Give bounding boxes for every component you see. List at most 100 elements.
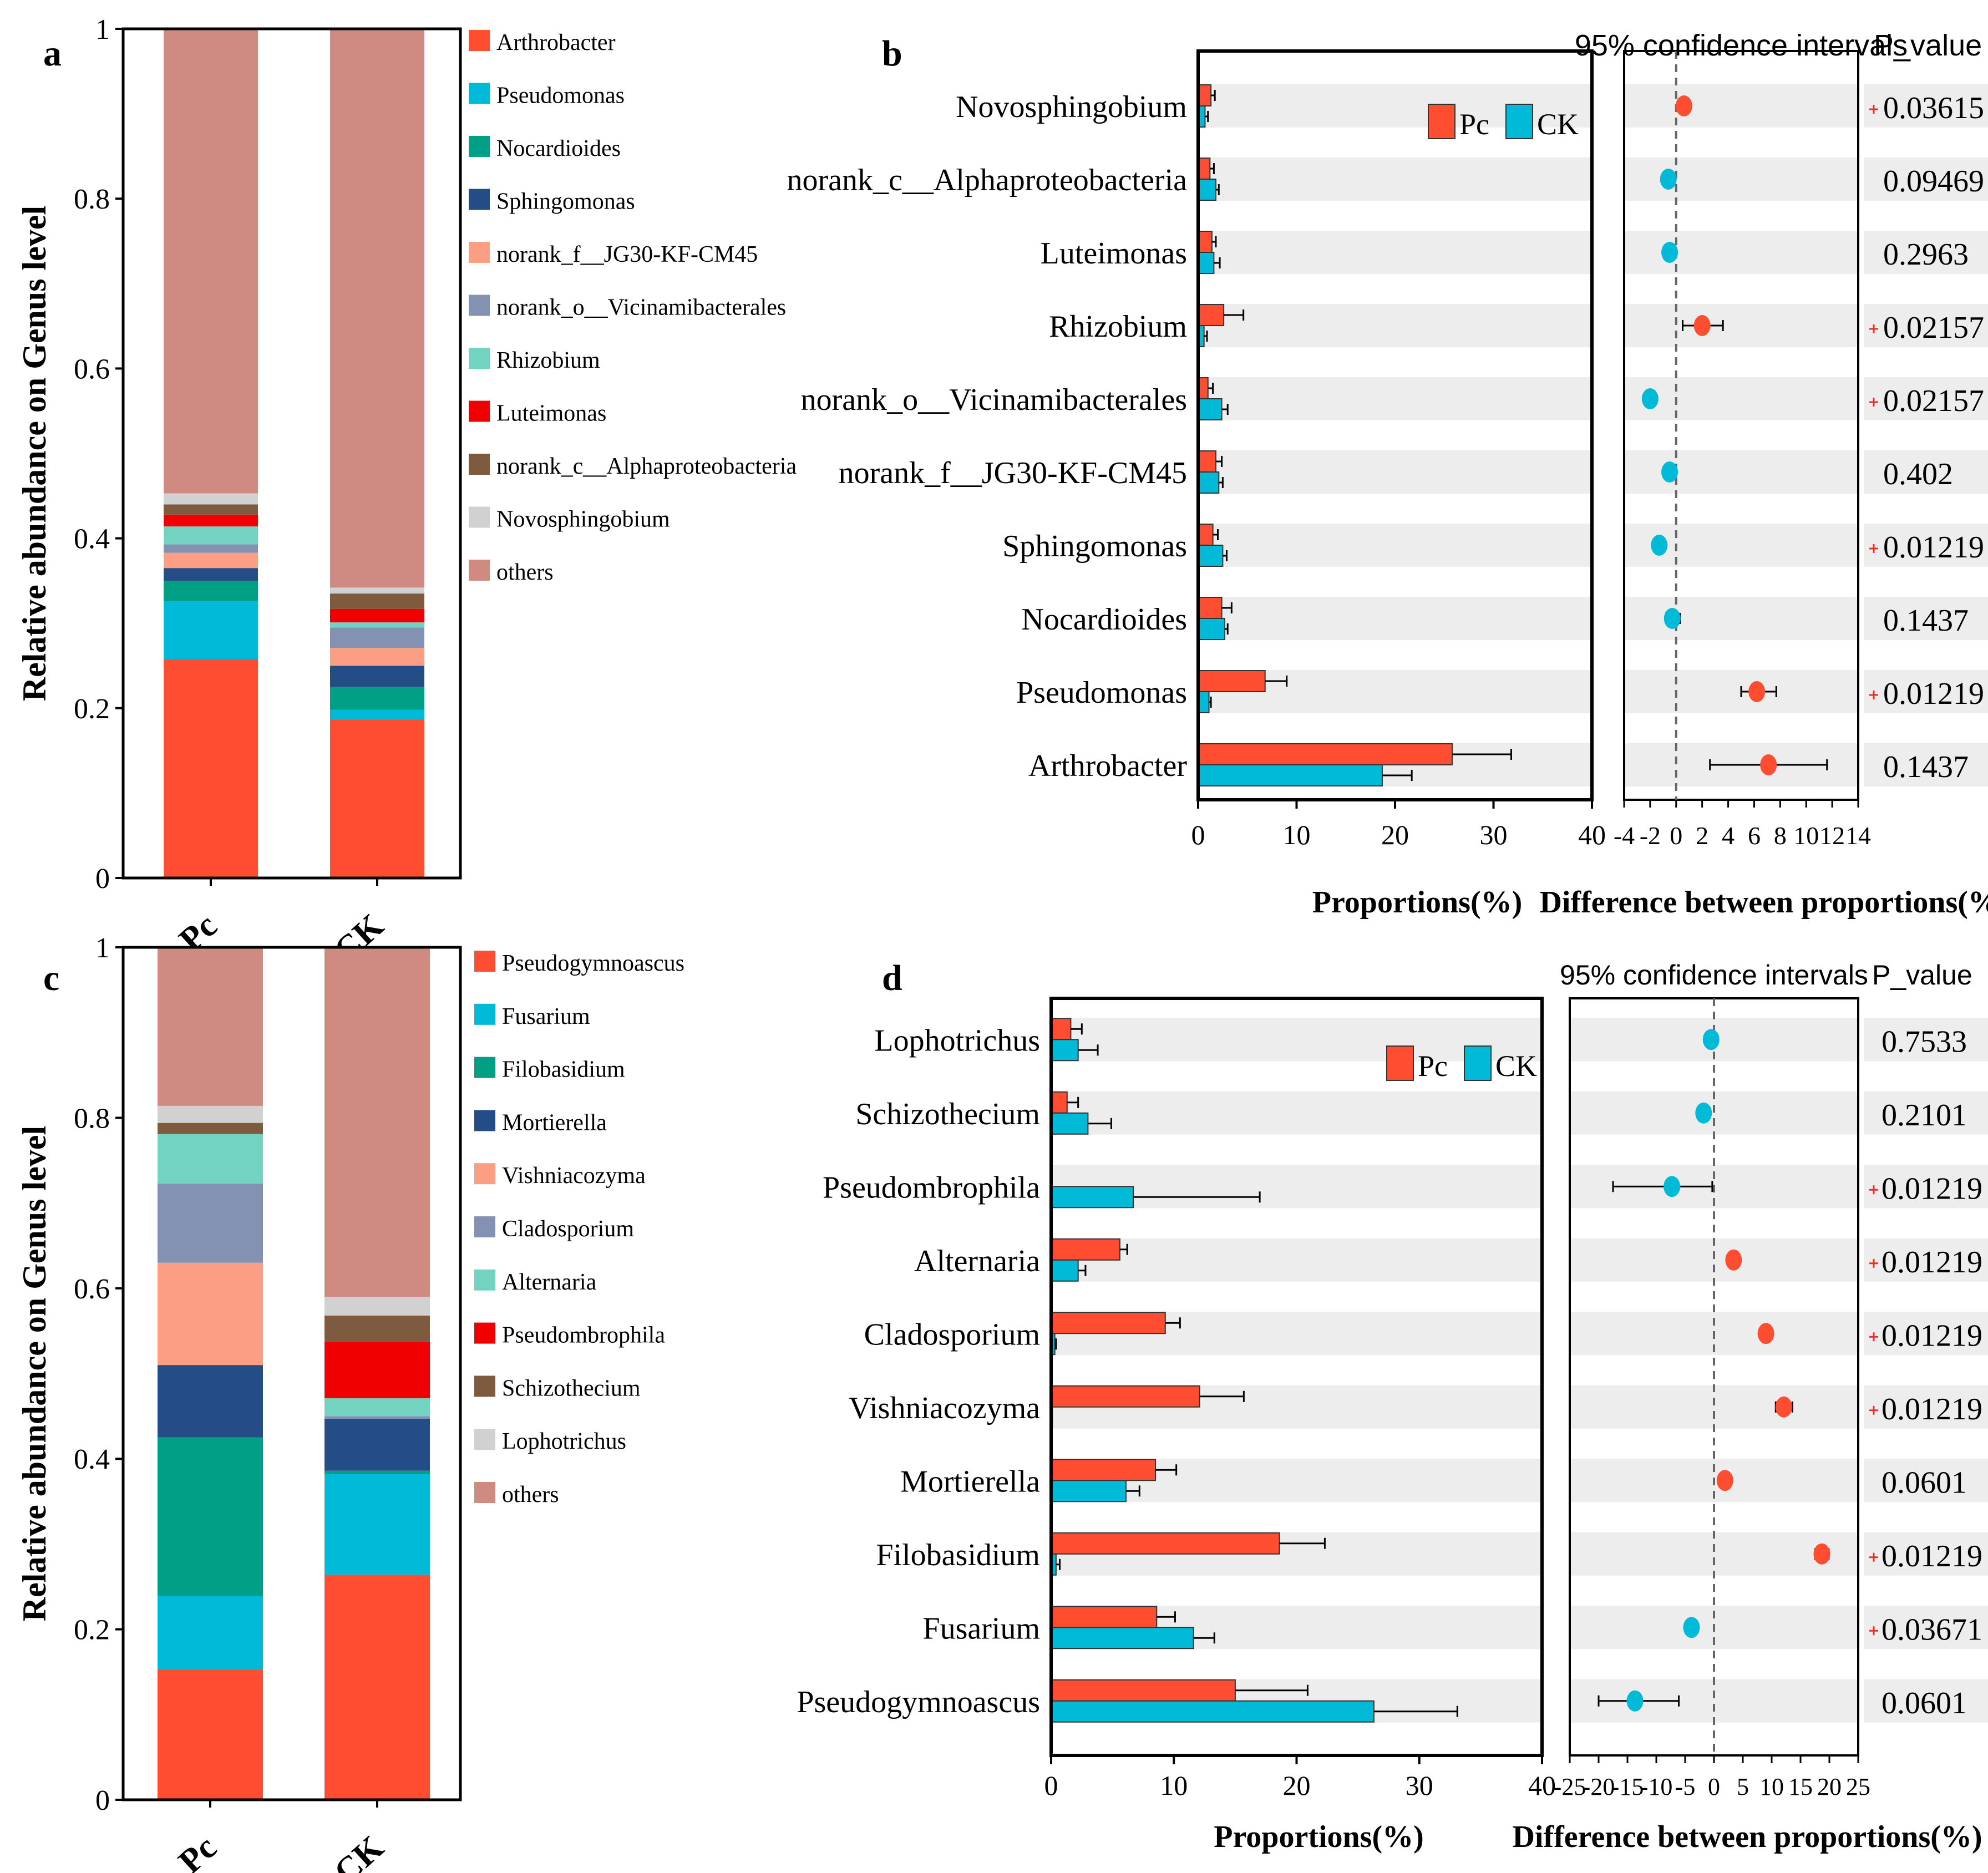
legend-label-sphingomonas: Sphingomonas: [496, 189, 635, 215]
y-tick-label: 0.4: [74, 1444, 110, 1475]
ci-point-pseudomonas: [1748, 681, 1766, 702]
ci-x-axis-label: Difference between proportions(%): [1539, 885, 1988, 920]
ci-point-norank-f-jg30-kf-cm45: [1661, 461, 1678, 483]
y-axis-label: Relative abundance on Genus level: [16, 206, 53, 701]
legend-swatch-norank-c-alphaproteobacteria: [469, 454, 490, 475]
y-tick-label: 0.8: [74, 184, 110, 215]
pvalue-row-band: [1864, 304, 1988, 347]
stacked-segment-pc-cladosporium: [158, 1183, 263, 1263]
category-label-alternaria: Alternaria: [914, 1244, 1040, 1278]
stacked-segment-ck-norank-c-alphaproteobacteria: [330, 593, 424, 609]
stacked-segment-pc-schizothecium: [158, 1123, 263, 1134]
pvalue-pseudogymnoascus: 0.0601: [1882, 1686, 1967, 1720]
pvalue-row-band: [1864, 1312, 1988, 1356]
stacked-segment-pc-luteimonas: [164, 514, 258, 527]
pvalue-pseudombrophila: 0.01219: [1882, 1171, 1982, 1206]
stacked-segment-pc-nocardioides: [164, 581, 258, 601]
bar-pc-cladosporium: [1051, 1312, 1166, 1334]
bar-ck-fusarium: [1051, 1627, 1194, 1649]
legend-label-fusarium: Fusarium: [502, 1004, 590, 1029]
row-band: [1198, 377, 1592, 420]
ci-tick-label: -20: [1583, 1773, 1615, 1800]
stacked-segment-ck-mortierella: [324, 1418, 430, 1471]
bar-pc-alternaria: [1051, 1238, 1120, 1261]
pvalue-title: P_value: [1874, 29, 1982, 62]
stacked-segment-ck-alternaria: [324, 1398, 430, 1417]
pvalue-cladosporium: 0.01219: [1882, 1318, 1982, 1353]
pvalue-nocardioides: 0.1437: [1883, 603, 1969, 638]
category-label-luteimonas: Luteimonas: [1041, 236, 1187, 271]
bar-ck-arthrobacter: [1198, 764, 1383, 786]
category-label-vishniacozyma: Vishniacozyma: [849, 1391, 1040, 1425]
category-label-novosphingobium: Novosphingobium: [956, 90, 1187, 124]
stacked-segment-pc-norank-c-alphaproteobacteria: [164, 504, 258, 515]
pvalue-row-band: [1864, 743, 1988, 786]
ci-tick-label: -10: [1640, 1773, 1673, 1800]
category-label-norank-f-jg30-kf-cm45: norank_f__JG30-KF-CM45: [839, 456, 1187, 490]
ci-point-lophotrichus: [1702, 1029, 1720, 1050]
legend-label-ck: CK: [1495, 1049, 1537, 1083]
legend-swatch-schizothecium: [474, 1375, 495, 1397]
legend-label-schizothecium: Schizothecium: [502, 1375, 641, 1401]
pvalue-row-band: [1864, 1679, 1988, 1723]
category-label-ck: CK: [327, 1829, 391, 1873]
pvalue-fusarium: 0.03671: [1882, 1612, 1982, 1647]
pvalue-norank-o-vicinamibacterales: 0.02157: [1883, 384, 1984, 418]
plot-frame: [121, 946, 462, 1801]
legend-label-norank-c-alphaproteobacteria: norank_c__Alphaproteobacteria: [496, 454, 797, 479]
legend-label-ck: CK: [1537, 108, 1579, 141]
panel-d-extended-error-bar-chart: d Lophotrichus Schizothecium Pseudombrophil…: [797, 958, 1988, 1854]
stacked-segment-ck-others: [330, 29, 424, 588]
ci-tick-label: 14: [1845, 821, 1871, 850]
x-tick-label: 0: [1044, 1770, 1058, 1801]
stacked-segment-ck-arthrobacter: [330, 719, 424, 878]
category-label-pseudogymnoascus: Pseudogymnoascus: [797, 1685, 1040, 1719]
stacked-segment-pc-arthrobacter: [164, 659, 258, 878]
pvalue-mortierella: 0.0601: [1882, 1465, 1967, 1500]
stacked-segment-pc-pseudogymnoascus: [158, 1669, 263, 1800]
stacked-segment-pc-vishniacozyma: [158, 1262, 263, 1366]
panel-c-stacked-bar-chart: c Relative abundance on Genus level 0 0.2 0.…: [16, 932, 684, 1873]
pvalue-vishniacozyma: 0.01219: [1882, 1392, 1982, 1427]
legend-swatch-pc: [1386, 1045, 1414, 1081]
stacked-segment-pc-norank-o-vicinamibacterales: [164, 544, 258, 553]
y-tick-label: 1: [95, 14, 110, 45]
stacked-segment-ck-novosphingobium: [330, 587, 424, 594]
bar-ck-luteimonas: [1198, 252, 1215, 274]
category-label-arthrobacter: Arthrobacter: [1028, 749, 1187, 783]
y-tick-label: 0.6: [74, 1273, 110, 1305]
ci-point-novosphingobium: [1675, 95, 1692, 116]
legend-label-mortierella: Mortierella: [502, 1110, 607, 1135]
pvalue-row-band: [1864, 1606, 1988, 1649]
legend-swatch-arthrobacter: [469, 30, 490, 51]
pvalue-lophotrichus: 0.7533: [1882, 1024, 1967, 1059]
ci-point-sphingomonas: [1651, 535, 1668, 556]
ci-tick-label: -15: [1611, 1773, 1644, 1800]
pvalue-arthrobacter: 0.1437: [1883, 750, 1969, 784]
ci-point-nocardioides: [1664, 608, 1681, 629]
pvalue-luteimonas: 0.2963: [1883, 237, 1969, 272]
ci-tick-label: 25: [1846, 1773, 1870, 1800]
legend-label-arthrobacter: Arthrobacter: [496, 30, 616, 55]
ci-point-alternaria: [1725, 1249, 1742, 1271]
y-tick-label: 0: [95, 1785, 110, 1816]
bar-pc-norank-f-jg30-kf-cm45: [1198, 450, 1216, 473]
ci-point-filobasidium: [1813, 1543, 1830, 1565]
legend-swatch-pseudomonas: [469, 83, 490, 104]
ci-tick-label: -5: [1675, 1773, 1696, 1800]
bar-pc-schizothecium: [1051, 1091, 1068, 1114]
pvalue-rhizobium: 0.02157: [1883, 311, 1984, 345]
ci-tick-label: 5: [1737, 1773, 1749, 1800]
stacked-segment-pc-rhizobium: [164, 526, 258, 545]
stacked-segment-ck-pseudombrophila: [324, 1342, 430, 1399]
row-band: [1198, 524, 1592, 567]
pvalue-row-band: [1864, 1238, 1988, 1282]
pvalue-norank-f-jg30-kf-cm45: 0.402: [1883, 457, 1953, 491]
pvalue-row-band: [1864, 1091, 1988, 1135]
ci-tick-label: 10: [1759, 1773, 1784, 1800]
ci-tick-label: -2: [1640, 821, 1661, 850]
legend-swatch-luteimonas: [469, 400, 490, 422]
y-tick-label: 0.8: [74, 1103, 110, 1134]
pvalue-row-band: [1864, 1459, 1988, 1503]
